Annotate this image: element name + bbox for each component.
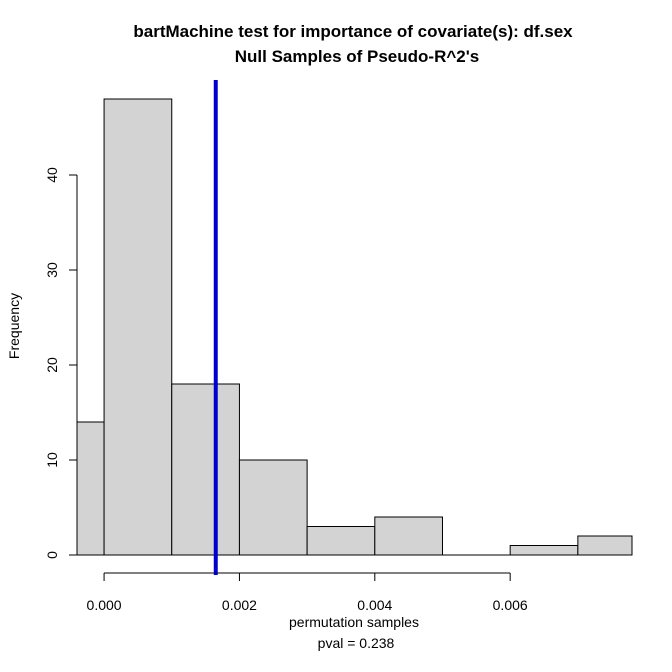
- y-tick-label-1: 10: [44, 452, 60, 468]
- bars-group: [76, 98, 633, 556]
- x-tick-label-1: 0.002: [222, 597, 257, 613]
- histogram-bar-5: [374, 516, 443, 556]
- x-tick-label-0: 0.000: [87, 597, 122, 613]
- x-tick-label-3: 0.006: [493, 597, 528, 613]
- histogram-bar-1: [103, 98, 173, 556]
- chart-subtitle: Null Samples of Pseudo-R^2's: [235, 47, 479, 66]
- histogram-bar-8: [577, 535, 633, 556]
- y-tick-label-2: 20: [44, 357, 60, 373]
- histogram-bar-0: [76, 421, 105, 556]
- chart-title: bartMachine test for importance of covar…: [133, 22, 573, 41]
- histogram-bar-2: [171, 383, 240, 556]
- x-axis: 0.000 0.002 0.004 0.006: [87, 572, 528, 613]
- histogram-bar-3: [238, 459, 308, 556]
- x-tick-label-2: 0.004: [357, 597, 392, 613]
- pval-label: pval = 0.238: [318, 635, 395, 651]
- y-tick-label-3: 30: [44, 262, 60, 278]
- y-tick-label-4: 40: [44, 167, 60, 183]
- y-axis: 0 10 20 30 40: [44, 167, 78, 559]
- histogram-bar-7: [509, 545, 579, 556]
- histogram-bar-4: [306, 526, 376, 556]
- x-axis-label: permutation samples: [289, 614, 419, 630]
- y-axis-label: Frequency: [6, 293, 22, 359]
- y-tick-label-0: 0: [44, 551, 60, 559]
